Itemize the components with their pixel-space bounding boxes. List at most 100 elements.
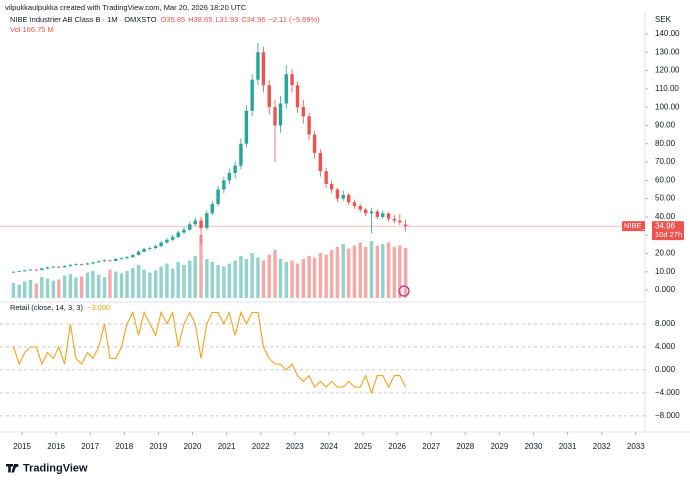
x-tick-label: 2027	[422, 442, 440, 451]
candle-body	[51, 266, 56, 268]
candle-body	[364, 209, 368, 214]
candle-body	[358, 205, 362, 210]
candle-body	[193, 220, 197, 225]
ohlc-value: C34.96	[241, 15, 265, 24]
y-tick-label: 90.00	[655, 121, 676, 130]
volume-bar	[153, 270, 158, 298]
volume-bar	[57, 279, 61, 298]
volume-bar	[392, 247, 397, 298]
candle-body	[153, 246, 158, 249]
price-tag	[652, 221, 684, 241]
y-tick-label: −4.000	[655, 388, 680, 397]
candle-body	[239, 143, 243, 166]
candle-body	[375, 211, 380, 217]
volume-bar	[244, 259, 249, 298]
symbol-tag-label: NIBE_B	[624, 221, 651, 230]
y-tick-label: 70.00	[655, 157, 676, 166]
y-tick-label: 130.00	[655, 47, 680, 56]
candle-body	[199, 220, 203, 228]
candle-body	[188, 224, 192, 230]
volume-bar	[114, 271, 118, 298]
volume-bar	[102, 277, 107, 298]
candle-body	[261, 52, 266, 86]
candle-body	[352, 202, 357, 206]
candle-body	[114, 259, 118, 261]
y-tick-label: 140.00	[655, 29, 680, 38]
candle-body	[273, 107, 277, 126]
ohlc-value: H38.65	[188, 15, 212, 24]
volume-bar	[171, 268, 175, 298]
x-tick-label: 2032	[593, 442, 611, 451]
volume-bar	[68, 274, 73, 298]
candle-body	[23, 270, 27, 272]
volume-bar	[40, 277, 44, 298]
volume-bar	[250, 253, 254, 298]
candle-body	[312, 134, 317, 153]
candle-body	[62, 265, 67, 268]
candle-body	[148, 248, 152, 249]
volume-bar	[74, 277, 78, 298]
symbol-tag	[622, 221, 645, 232]
candle-body	[233, 165, 237, 174]
volume-bar	[91, 271, 95, 298]
volume-bar	[17, 284, 21, 298]
candle-body	[222, 180, 226, 190]
candle-body	[142, 248, 146, 252]
candle-body	[346, 194, 351, 203]
candle-body	[216, 189, 220, 205]
candle-body	[290, 74, 294, 86]
volume-bar	[261, 260, 266, 298]
y-tick-label: 10.00	[655, 267, 676, 276]
brand-logo	[6, 464, 17, 473]
volume-bar	[131, 268, 135, 298]
x-tick-label: 2018	[115, 442, 133, 451]
candle-body	[45, 267, 50, 269]
volume-bar	[239, 256, 243, 298]
candle-body	[11, 271, 16, 273]
volume-bar	[295, 263, 300, 298]
y-tick-label: −8.000	[655, 411, 680, 420]
volume-bar	[34, 283, 39, 298]
volume-bar	[335, 247, 340, 298]
volume-bar	[108, 269, 112, 298]
candle-body	[284, 74, 288, 104]
volume-bar	[222, 266, 226, 298]
volume-bar	[256, 257, 260, 298]
ohlc-value: L31.93	[215, 15, 238, 24]
x-tick-label: 2033	[627, 442, 645, 451]
x-tick-label: 2026	[388, 442, 406, 451]
y-tick-label: 80.00	[655, 139, 676, 148]
legend-title: NIBE Industrier AB Class B · 1M · OMXSTO	[10, 15, 157, 24]
candle-body	[85, 263, 90, 265]
volume-bar	[278, 259, 283, 298]
volume-bar	[119, 273, 124, 298]
volume-bar	[210, 262, 214, 298]
candle-body	[301, 107, 306, 117]
x-tick-label: 2021	[218, 442, 236, 451]
candle-body	[91, 262, 95, 264]
volume-bar	[358, 242, 362, 298]
brand-name: TradingView	[23, 462, 88, 474]
volume-bar	[125, 271, 129, 298]
candle-body	[182, 229, 186, 233]
candle-body	[97, 261, 101, 263]
volume-bar	[364, 247, 368, 298]
candle-body	[136, 251, 141, 255]
indicator-name: Retail (close, 14, 3, 3)	[10, 303, 83, 312]
y-tick-label: 4.000	[655, 342, 676, 351]
candle-body	[17, 271, 21, 273]
candle-body	[278, 103, 283, 126]
volume-bar	[188, 260, 192, 298]
candle-body	[176, 232, 180, 238]
candle-body	[227, 173, 232, 181]
x-tick-label: 2017	[81, 442, 99, 451]
volume-bar	[23, 281, 27, 298]
candle-body	[74, 264, 78, 265]
candle-body	[250, 79, 254, 111]
volume-bar	[182, 265, 186, 298]
x-tick-label: 2023	[286, 442, 304, 451]
candle-body	[318, 152, 323, 172]
header: vilpukkaulpukka created with TradingView…	[5, 3, 247, 12]
